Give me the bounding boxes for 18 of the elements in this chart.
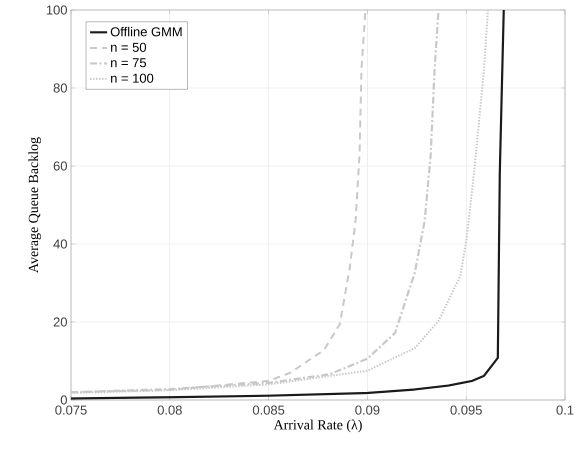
legend-label: n = 75: [111, 58, 146, 68]
y-tick-label: 60: [54, 161, 67, 171]
y-tick-label: 100: [46, 5, 67, 15]
y-tick-label: 20: [54, 317, 67, 327]
y-tick-label: 0: [60, 395, 67, 405]
y-tick-label: 80: [54, 83, 67, 93]
y-axis-title: Average Queue Backlog: [28, 137, 42, 273]
y-tick-label: 40: [53, 239, 67, 249]
x-tick-label: 0.085: [252, 406, 284, 415]
legend-label: n = 50: [111, 42, 146, 52]
x-tick-label: 0.095: [450, 406, 482, 415]
legend-label: n = 100: [111, 74, 154, 83]
x-tick-label: 0.08: [158, 406, 182, 415]
x-tick-label: 0.1: [556, 406, 574, 415]
x-tick-label: 0.075: [55, 406, 87, 415]
x-tick-label: 0.09: [355, 406, 380, 415]
x-axis-title: Arrival Rate (λ): [274, 420, 362, 432]
legend-label: Offline GMM: [110, 26, 182, 36]
